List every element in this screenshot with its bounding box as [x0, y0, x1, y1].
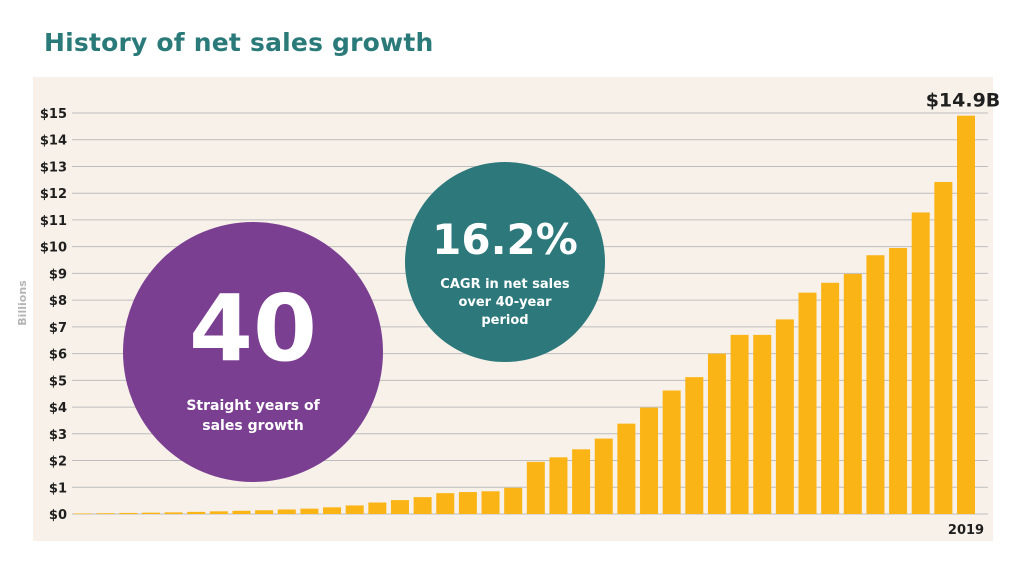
bars	[74, 115, 975, 515]
callout-big-number: 16.2%	[432, 215, 578, 264]
bar-1995	[413, 497, 432, 514]
bar-2006	[662, 390, 681, 514]
bar-2002	[572, 449, 591, 514]
bar-2000	[526, 461, 545, 514]
y-tick-label: $11	[40, 214, 67, 229]
bar-2009	[730, 334, 749, 514]
last-bar-value-label: $14.9B	[926, 90, 1001, 112]
bar-1991	[323, 507, 342, 514]
y-tick-label: $8	[49, 294, 67, 309]
bar-1993	[368, 502, 387, 514]
years-growth-callout: 40 Straight years of sales growth	[123, 222, 383, 482]
bar-2012	[798, 292, 817, 514]
bar-2014	[843, 273, 862, 514]
bar-1997	[458, 492, 477, 514]
bar-2013	[821, 282, 840, 514]
bar-2010	[753, 334, 772, 514]
y-tick-label: $1	[49, 481, 67, 496]
bar-2018	[934, 181, 953, 515]
callout-text-line: Straight years of	[186, 398, 320, 414]
teal-circle	[405, 162, 605, 362]
callout-text-line: sales growth	[202, 418, 303, 434]
cagr-callout: 16.2% CAGR in net sales over 40-year per…	[405, 162, 605, 362]
y-tick-label: $15	[40, 107, 67, 122]
bar-2011	[775, 319, 794, 514]
bar-1992	[345, 505, 364, 514]
y-tick-label: $6	[49, 348, 67, 363]
callout-text-line: period	[481, 313, 528, 328]
bar-1990	[300, 508, 319, 514]
bar-1981	[96, 513, 115, 514]
y-tick-label: $10	[40, 241, 67, 256]
callout-big-number: 40	[189, 275, 317, 382]
y-tick-label: $13	[40, 160, 67, 175]
bar-1998	[481, 491, 500, 514]
bar-1994	[390, 500, 409, 514]
bar-1980	[74, 513, 92, 515]
y-tick-label: $2	[49, 455, 67, 470]
bar-1999	[504, 487, 523, 514]
bar-1989	[277, 509, 296, 514]
bar-2007	[685, 377, 704, 514]
callout-text-line: CAGR in net sales	[440, 277, 570, 292]
bar-1986	[209, 511, 228, 514]
y-tick-label: $0	[49, 508, 67, 523]
y-tick-label: $14	[40, 134, 67, 149]
y-tick-label: $4	[49, 401, 67, 416]
bar-1985	[187, 511, 206, 514]
bar-1984	[164, 512, 183, 514]
y-axis-ticks: $0 $1 $2 $3 $4 $5 $6 $7 $8 $9 $10 $11 $12 $13 $14 $15	[40, 107, 67, 523]
callout-text-line: over 40-year	[458, 295, 552, 310]
bar-1987	[232, 510, 251, 514]
bar-1996	[436, 493, 455, 514]
x-axis-tick-label: 2019	[948, 523, 984, 538]
purple-circle	[123, 222, 383, 482]
y-tick-label: $9	[49, 267, 67, 282]
bar-2004	[617, 423, 636, 514]
bar-2016	[889, 248, 908, 514]
bar-2003	[594, 438, 613, 514]
bar-2015	[866, 255, 885, 515]
y-axis-label: Billions	[16, 280, 29, 326]
y-tick-label: $5	[49, 374, 67, 389]
y-tick-label: $7	[49, 321, 67, 336]
bar-2019	[957, 115, 975, 514]
page-title: History of net sales growth	[44, 28, 434, 57]
bar-2001	[549, 457, 568, 514]
y-tick-label: $3	[49, 428, 67, 443]
bar-1988	[255, 510, 274, 514]
bar-2017	[911, 212, 930, 514]
bar-2008	[707, 353, 726, 514]
bar-1982	[119, 512, 138, 514]
bar-2005	[640, 407, 659, 514]
y-tick-label: $12	[40, 187, 67, 202]
bar-1983	[141, 512, 160, 514]
